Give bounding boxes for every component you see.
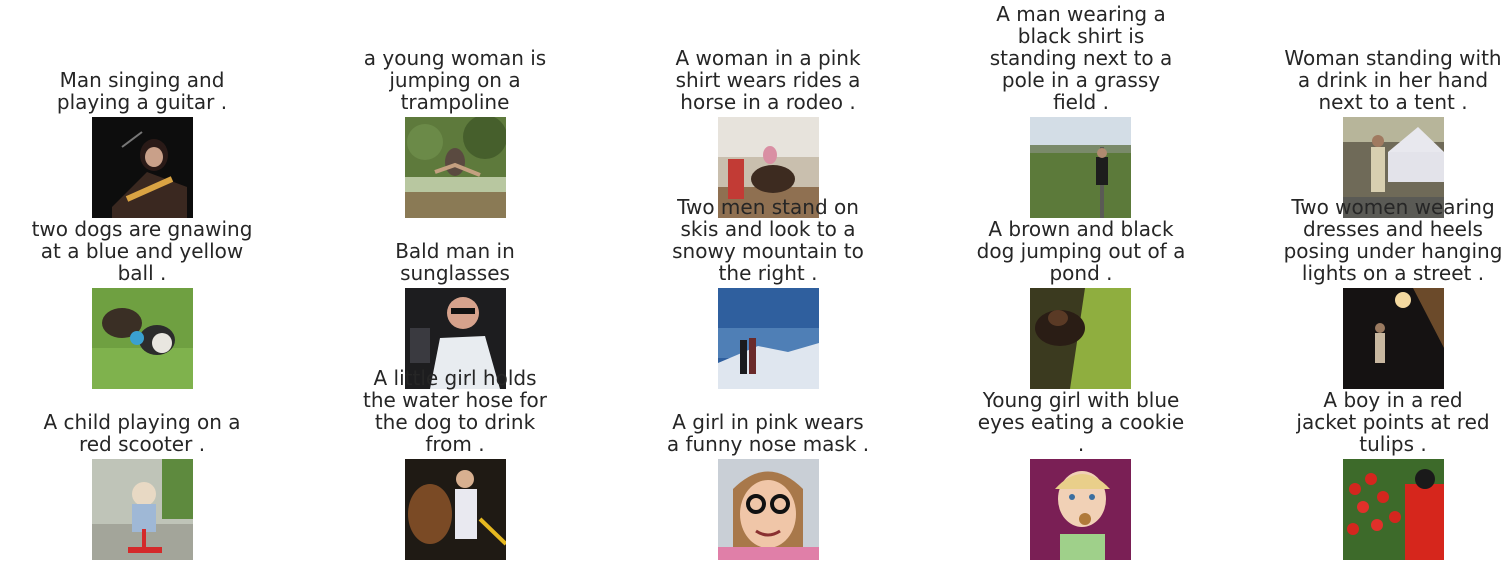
caption: A boy in a red jacket points at red tuli… [1296,388,1490,456]
photo-thumbnail [92,117,193,218]
caption: Two men stand on skis and look to a snow… [672,195,864,285]
caption: A girl in pink wears a funny nose mask . [666,410,870,456]
caption: A woman in a pink shirt wears rides a ho… [675,46,861,114]
caption: two dogs are gnawing at a blue and yello… [31,217,253,285]
caption: A child playing on a red scooter . [43,410,241,456]
photo-thumbnail [718,117,819,218]
photo-thumbnail [1030,459,1131,560]
caption: A brown and black dog jumping out of a p… [976,217,1186,285]
photo-thumbnail [92,288,193,389]
photo-thumbnail [405,117,506,218]
caption: Woman standing with a drink in her hand … [1284,46,1502,114]
photo-thumbnail [405,288,506,389]
photo-thumbnail [1343,288,1444,389]
caption: Two women wearing dresses and heels posi… [1283,195,1503,285]
caption: A man wearing a black shirt is standing … [989,2,1173,114]
photo-thumbnail [1030,288,1131,389]
photo-thumbnail [405,459,506,560]
caption: A little girl holds the water hose for t… [362,366,547,456]
photo-thumbnail [718,288,819,389]
photo-thumbnail [1030,117,1131,218]
photo-thumbnail [1343,459,1444,560]
caption: Man singing and playing a guitar . [56,68,228,114]
caption: Bald man in sunglasses [395,239,515,285]
photo-thumbnail [92,459,193,560]
photo-thumbnail [1343,117,1444,218]
caption: a young woman is jumping on a trampoline [363,46,547,114]
photo-thumbnail [718,459,819,560]
caption: Young girl with blue eyes eating a cooki… [977,388,1185,456]
